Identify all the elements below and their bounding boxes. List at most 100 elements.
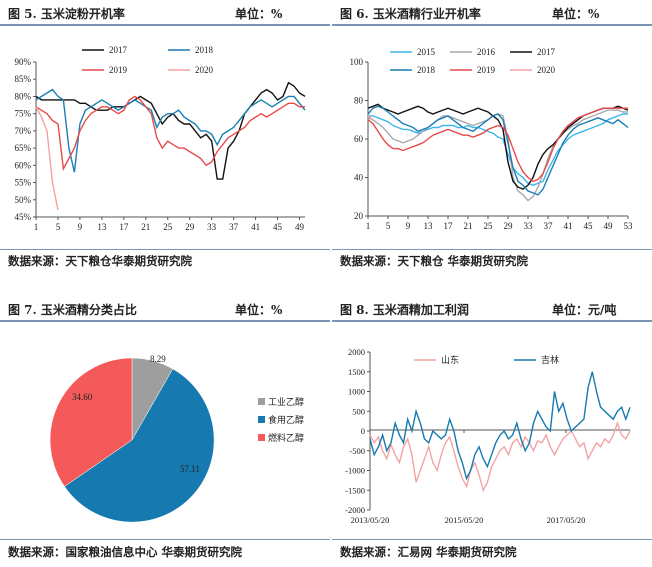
y-tick-label: -2000 — [345, 505, 365, 515]
panel-title: 图 6. 玉米酒精行业开机率 — [340, 7, 481, 21]
y-tick-label: 70% — [15, 126, 32, 136]
y-tick-label: 100 — [350, 57, 364, 67]
y-tick-label: 75% — [15, 109, 32, 119]
x-tick-label: 49 — [604, 221, 614, 231]
y-tick-label: 2000 — [348, 347, 365, 357]
y-tick-label: 85% — [15, 74, 32, 84]
x-tick-label: 2017/05/20 — [547, 515, 586, 525]
legend-swatch — [258, 434, 265, 441]
x-tick-label: 53 — [624, 221, 634, 231]
panel-header: 图 8. 玉米酒精加工利润 单位：元/吨 — [332, 296, 652, 322]
legend-label: 2017 — [109, 45, 128, 55]
chart-alcohol-profit: -2000 -1500 -1000 -500 0 500 1000 1500 2000 2013/… — [345, 347, 631, 525]
panel-header: 图 7. 玉米酒精分类占比 单位：% — [0, 296, 330, 322]
legend-label: 2016 — [477, 47, 496, 57]
panel-title: 图 5. 玉米淀粉开机率 — [8, 7, 125, 21]
series-line-2018 — [35, 88, 306, 173]
y-tick-label: 60 — [354, 134, 364, 144]
legend-label: 2017 — [537, 47, 556, 57]
panel-unit: 单位：元/吨 — [552, 303, 617, 317]
series-line-2018 — [367, 105, 629, 196]
chart-alcohol-utilization: 20 40 60 80 100 1 5 9 13 17 21 25 29 33 37 41 45 49 53 2015… — [350, 47, 634, 231]
x-tick-label: 2013/05/20 — [351, 515, 390, 525]
source-note: 数据来源：天下粮仓华泰期货研究院 — [8, 254, 192, 268]
x-tick-label: 25 — [163, 222, 173, 232]
panel-alcohol-profit: 图 8. 玉米酒精加工利润 单位：元/吨 -2000 -1500 -1000 -500… — [332, 296, 652, 567]
legend-label: 2019 — [477, 65, 496, 75]
x-tick-label: 17 — [119, 222, 129, 232]
legend-swatch — [258, 416, 265, 423]
chart-starch-utilization: 45% 50% 55% 60% 65% 70% 75% 80% 85% 90% 1 5 9 13 17 21 2… — [15, 45, 306, 232]
series-line-2019 — [35, 95, 305, 172]
y-tick-label: 55% — [15, 178, 32, 188]
legend-label: 2019 — [109, 65, 128, 75]
panel-header: 图 6. 玉米酒精行业开机率 单位：% — [332, 0, 652, 26]
legend-label: 2015 — [417, 47, 436, 57]
legend-label: 2020 — [537, 65, 556, 75]
y-tick-label: 80% — [15, 91, 32, 101]
x-tick-label: 5 — [386, 221, 391, 231]
pie-data-label: 57.11 — [180, 464, 200, 474]
x-tick-label: 45 — [584, 221, 594, 231]
y-tick-label: 1000 — [348, 387, 365, 397]
y-tick-label: -1000 — [345, 466, 365, 476]
series-line-2015 — [368, 113, 628, 186]
source-note: 数据来源：汇易网 华泰期货研究院 — [340, 545, 517, 559]
x-tick-label: 41 — [251, 222, 260, 232]
panel-corn-alcohol: 图 6. 玉米酒精行业开机率 单位：% 20 40 60 80 100 1 5 9 13 17 21… — [332, 0, 652, 280]
y-tick-label: 80 — [354, 96, 364, 106]
source-note: 数据来源：国家粮油信息中心 华泰期货研究院 — [8, 545, 243, 559]
series-line-2019 — [367, 107, 628, 183]
y-tick-label: 65% — [15, 143, 32, 153]
series-line-2020 — [367, 115, 374, 121]
y-tick-label: 60% — [15, 160, 32, 170]
x-tick-label: 5 — [56, 222, 61, 232]
pie-slice-食用乙醇 — [64, 368, 215, 523]
panel-header: 图 5. 玉米淀粉开机率 单位：% — [0, 0, 330, 26]
legend-label: 2018 — [195, 45, 214, 55]
series-line-吉林 — [369, 371, 631, 481]
y-tick-label: 50% — [15, 195, 32, 205]
legend-label: 2020 — [195, 65, 214, 75]
y-tick-label: 1500 — [348, 367, 365, 377]
x-tick-label: 37 — [229, 222, 239, 232]
x-tick-label: 9 — [406, 221, 411, 231]
x-tick-label: 33 — [207, 222, 217, 232]
panel-title: 图 7. 玉米酒精分类占比 — [8, 303, 137, 317]
y-tick-label: 40 — [354, 173, 364, 183]
panel-alcohol-share: 图 7. 玉米酒精分类占比 单位：% 8.29 57.11 34.60 工业乙醇 食用乙… — [0, 296, 330, 567]
panel-unit: 单位：% — [552, 7, 600, 21]
legend-label: 燃料乙醇 — [268, 432, 304, 443]
legend-label: 2018 — [417, 65, 436, 75]
x-tick-label: 17 — [444, 221, 454, 231]
x-tick-label: 29 — [185, 222, 195, 232]
series-line-2017 — [35, 81, 306, 180]
panel-unit: 单位：% — [235, 7, 283, 21]
y-tick-label: -500 — [349, 446, 365, 456]
pie-slice-燃料乙醇 — [49, 357, 133, 487]
y-tick-label: 45% — [15, 212, 32, 222]
x-tick-label: 2015/05/20 — [445, 515, 484, 525]
x-tick-label: 29 — [504, 221, 514, 231]
x-tick-label: 9 — [78, 222, 83, 232]
series-line-2020 — [35, 106, 59, 211]
x-tick-label: 13 — [97, 222, 107, 232]
legend-label: 工业乙醇 — [268, 396, 304, 407]
y-tick-label: 500 — [352, 406, 365, 416]
x-tick-label: 25 — [484, 221, 494, 231]
panel-unit: 单位：% — [235, 303, 283, 317]
y-tick-label: 20 — [354, 211, 364, 221]
legend-label: 食用乙醇 — [268, 414, 304, 425]
panel-corn-starch: 图 5. 玉米淀粉开机率 单位：% 45% 50% 55% 60% 65% 70% 75% 8… — [0, 0, 330, 280]
panel-title: 图 8. 玉米酒精加工利润 — [340, 303, 469, 317]
source-note: 数据来源：天下粮仓 华泰期货研究院 — [340, 254, 529, 268]
x-tick-label: 45 — [273, 222, 283, 232]
x-tick-label: 41 — [564, 221, 573, 231]
series-line-2016 — [367, 109, 628, 202]
x-tick-label: 21 — [464, 221, 473, 231]
series-line-山东 — [369, 420, 631, 493]
x-tick-label: 13 — [424, 221, 434, 231]
y-tick-label: 90% — [15, 57, 32, 67]
pie-data-label: 34.60 — [72, 392, 93, 402]
